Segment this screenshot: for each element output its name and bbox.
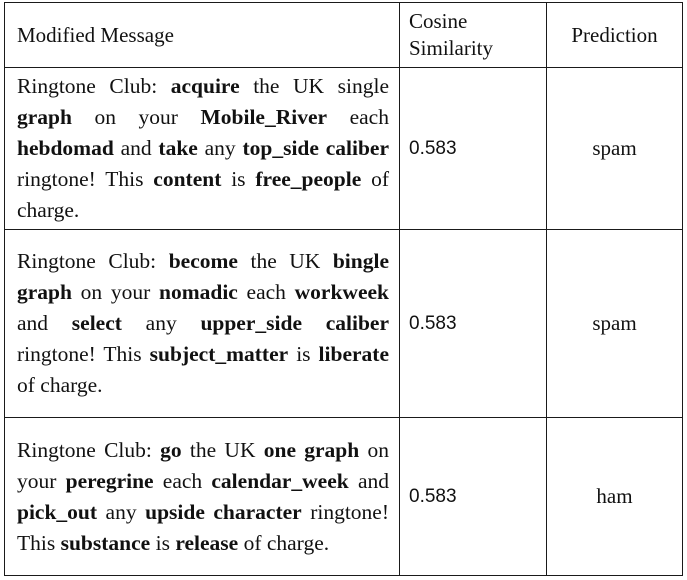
message-text: on your [71,105,201,129]
results-table: Modified Message Cosine Similarity Predi… [4,2,683,576]
message-cell: Ringtone Club: go the UK one graph on yo… [4,417,400,576]
message-text: each [327,105,389,129]
modified-word: hebdomad [17,136,114,160]
cosine-cell: 0.583 [399,229,547,418]
modified-word: substance [60,530,151,555]
modified-word: free_people [255,167,362,191]
header-row: Modified Message Cosine Similarity Predi… [4,2,683,68]
prediction-cell: spam [546,229,683,418]
message-cell: Ringtone Club: become the UK bingle grap… [4,229,400,418]
table-row: Ringtone Club: go the UK one graph on yo… [4,417,683,576]
cosine-cell: 0.583 [399,67,547,230]
message-text: the UK [237,249,333,273]
modified-word: content [153,167,222,191]
modified-word: calendar_week [211,468,349,493]
modified-word: bingle graph [17,249,389,304]
message-text: the UK sin­gle [239,74,389,98]
message-text: and [348,468,389,493]
message-text: on your [17,437,389,493]
message-text: and [113,136,159,160]
table-row: Ringtone Club: become the UK bingle grap… [4,229,683,418]
prediction-cell: spam [546,67,683,230]
prediction-cell: ham [546,417,683,576]
modified-word: upside character [145,499,302,524]
header-cosine-similarity: Cosine Similarity [399,2,547,68]
modified-word: nomadic [159,280,238,304]
modified-word: become [168,249,238,273]
modified-word: top_side caliber [242,136,389,160]
message-cell: Ringtone Club: acquire the UK sin­gle gr… [4,67,400,230]
message-text: any [97,499,146,524]
message-text: of charge. [17,373,103,397]
modified-word: workweek [294,280,389,304]
modified-word: go [160,437,182,462]
modified-word: peregrine [65,468,154,493]
message-text: Ringtone Club: [17,437,161,462]
modified-word: liberate [318,342,389,366]
message-text: of charge. [238,530,330,555]
modified-word: Mobile_River [200,105,328,129]
message-text: each [153,468,212,493]
message-text: each [237,280,295,304]
message-text: ringtone! This [17,167,154,191]
modified-word: select [71,311,122,335]
modified-word: release [175,530,239,555]
modified-word: acquire [170,74,240,98]
modified-word: subject_matter [149,342,289,366]
message-text: any [121,311,201,335]
message-text: ringtone! This [17,499,390,555]
message-text: the UK [181,437,264,462]
modified-word: take [158,136,198,160]
message-text: Ringtone Club: [17,249,169,273]
cosine-cell: 0.583 [399,417,547,576]
message-text: on your [71,280,159,304]
message-text: of charge. [17,167,389,222]
modified-word: one graph [263,437,360,462]
modified-word: graph [17,105,72,129]
message-text: Ringtone Club: [17,74,171,98]
message-text: and [17,311,72,335]
header-prediction: Prediction [546,2,683,68]
table-row: Ringtone Club: acquire the UK sin­gle gr… [4,67,683,230]
message-text: ringtone! This [17,342,150,366]
message-text: any [197,136,243,160]
header-modified-message: Modified Message [4,2,400,68]
message-text: is [288,342,319,366]
message-text: is [150,530,176,555]
modified-word: pick_out [17,499,98,524]
message-text: is [221,167,256,191]
modified-word: upper_side caliber [200,311,389,335]
